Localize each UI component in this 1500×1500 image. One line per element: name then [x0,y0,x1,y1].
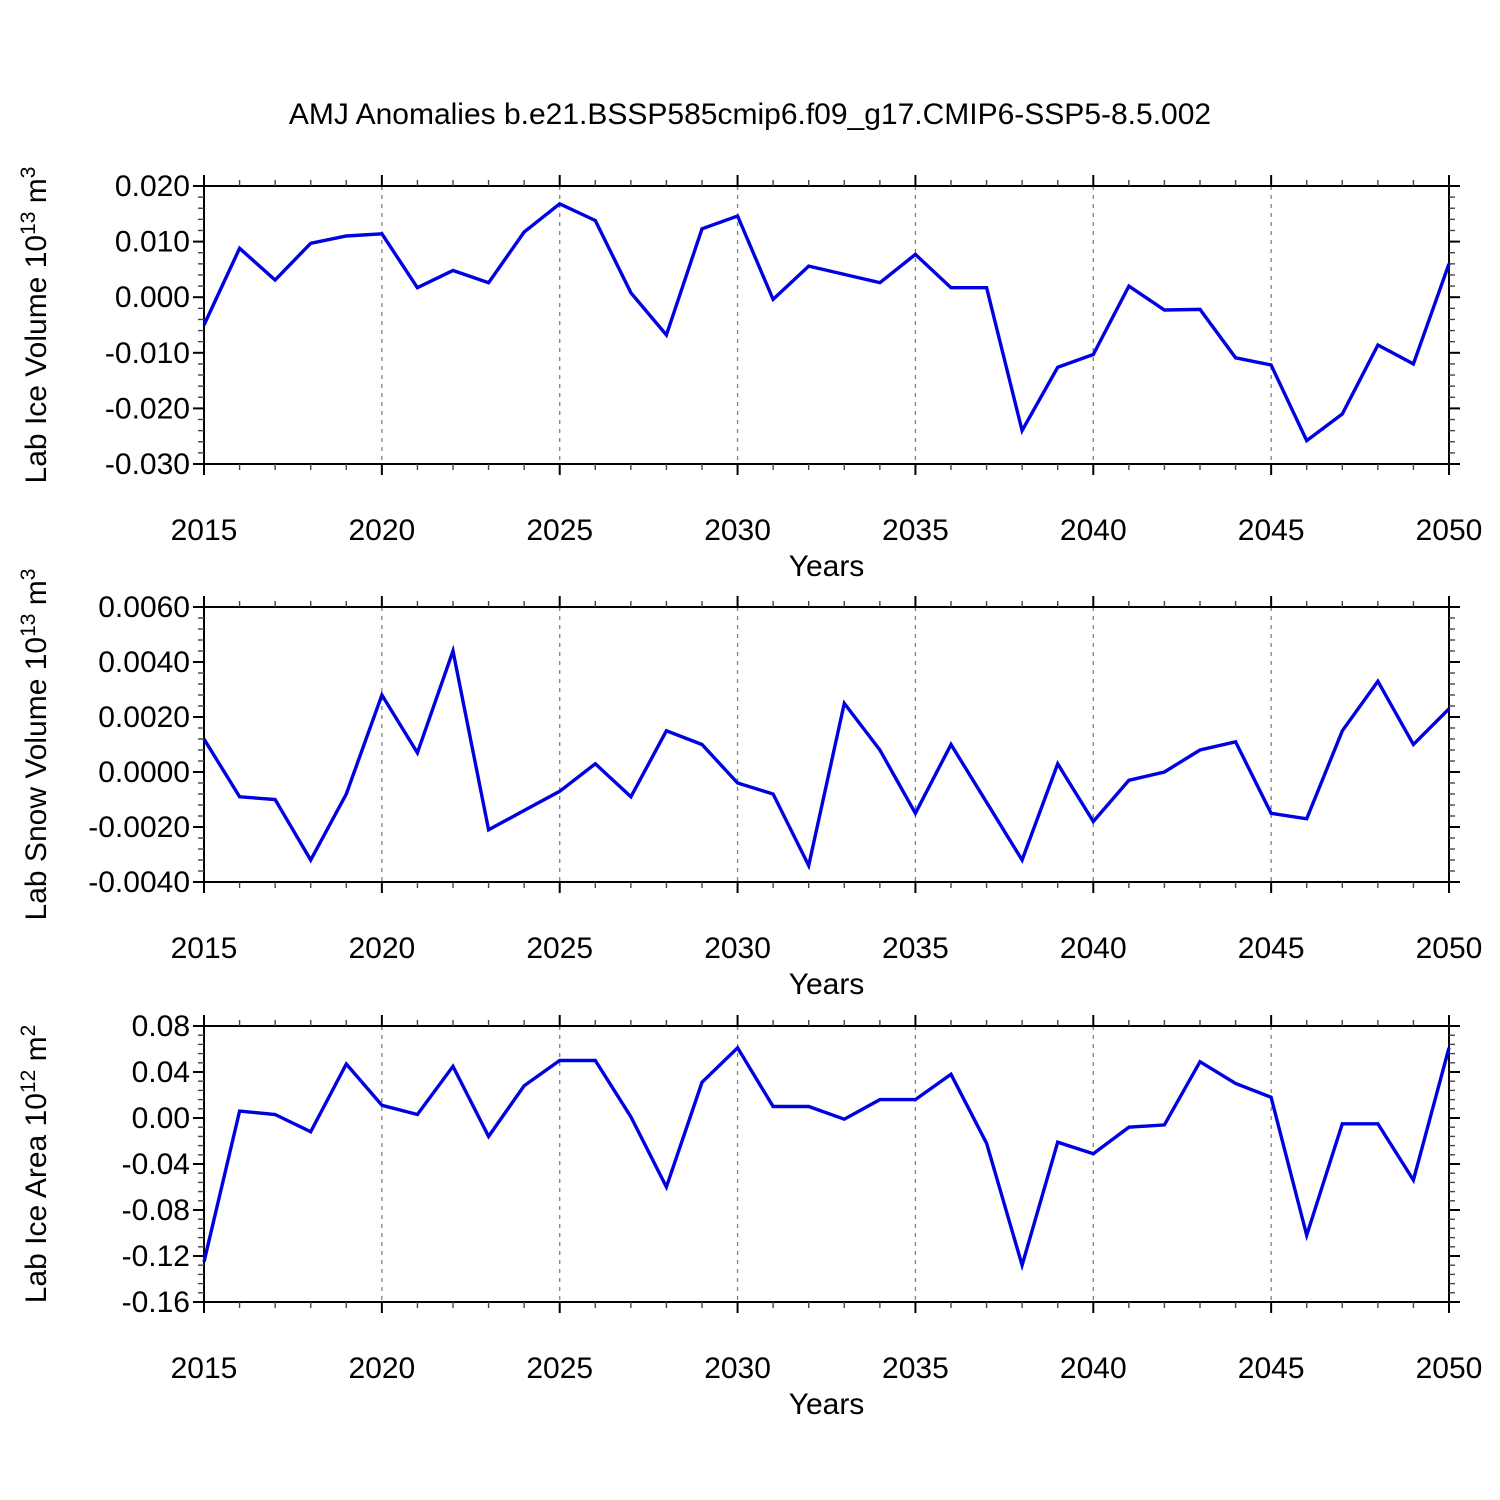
axes-frame [203,606,1450,883]
lab-ice-volume-chart: 2015 2020 2025 2030 2035 2040 2045 2050 0.020 0.0… [17,167,1482,583]
x-tick-label: 2040 [1060,514,1127,547]
y-tick-label: -0.04 [122,1148,190,1181]
y-tick-label: -0.020 [105,392,190,425]
data-line [202,201,1451,444]
x-axis-title: Years [789,968,865,1001]
x-tick-label: 2025 [526,514,593,547]
x-tick-label: 2020 [348,514,415,547]
x-tick-label: 2015 [171,932,238,965]
x-tick-label: 2030 [704,1352,771,1385]
x-tick-label: 2035 [882,1352,949,1385]
y-tick-label: 0.010 [115,226,190,259]
y-tick-label: 0.0040 [98,646,190,679]
y-tick-label: -0.010 [105,337,190,370]
y-tick-label: 0.04 [132,1056,190,1089]
y-tick-label: 0.0020 [98,701,190,734]
x-tick-label: 2045 [1238,1352,1305,1385]
x-axis-title: Years [789,1388,865,1421]
x-tick-label: 2015 [171,514,238,547]
x-tick-label: 2020 [348,1352,415,1385]
x-axis-title: Years [789,550,865,583]
x-tick-label: 2020 [348,932,415,965]
x-tick-label: 2025 [526,1352,593,1385]
data-line [202,644,1451,871]
x-tick-label: 2050 [1416,1352,1483,1385]
y-tick-label: 0.020 [115,170,190,203]
y-tick-label: 0.00 [132,1102,190,1135]
y-axis-title: Lab Ice Volume 1013 m3 [17,167,53,484]
data-line [202,1045,1451,1272]
x-tick-label: 2015 [171,1352,238,1385]
lab-ice-area-chart: 2015 2020 2025 2030 2035 2040 2045 2050 0.08 0.04… [17,1010,1482,1421]
y-tick-label: -0.16 [122,1286,190,1319]
x-tick-label: 2040 [1060,1352,1127,1385]
lab-snow-volume-chart: 2015 2020 2025 2030 2035 2040 2045 2050 0.0060 0.… [17,569,1482,1001]
x-tick-label: 2050 [1416,514,1483,547]
x-tick-label: 2030 [704,514,771,547]
x-tick-label: 2045 [1238,514,1305,547]
x-tick-label: 2030 [704,932,771,965]
x-tick-label: 2035 [882,932,949,965]
x-tick-label: 2025 [526,932,593,965]
y-tick-label: 0.000 [115,281,190,314]
figure-title: AMJ Anomalies b.e21.BSSP585cmip6.f09_g17… [288,98,1212,131]
y-axis-title: Lab Ice Area 1012 m2 [17,1025,53,1304]
y-tick-label: -0.12 [122,1240,190,1273]
axes-frame [203,1025,1450,1303]
y-tick-label: -0.0020 [88,811,190,844]
y-tick-label: 0.0060 [98,591,190,624]
y-tick-label: 0.0000 [98,756,190,789]
axes-frame [203,185,1450,465]
x-tick-label: 2050 [1416,932,1483,965]
x-tick-label: 2045 [1238,932,1305,965]
y-tick-label: -0.08 [122,1194,190,1227]
x-tick-label: 2035 [882,514,949,547]
y-axis-title: Lab Snow Volume 1013 m3 [17,569,53,921]
y-tick-label: -0.0040 [88,866,190,899]
y-tick-label: 0.08 [132,1010,190,1043]
x-tick-label: 2040 [1060,932,1127,965]
y-tick-label: -0.030 [105,448,190,481]
